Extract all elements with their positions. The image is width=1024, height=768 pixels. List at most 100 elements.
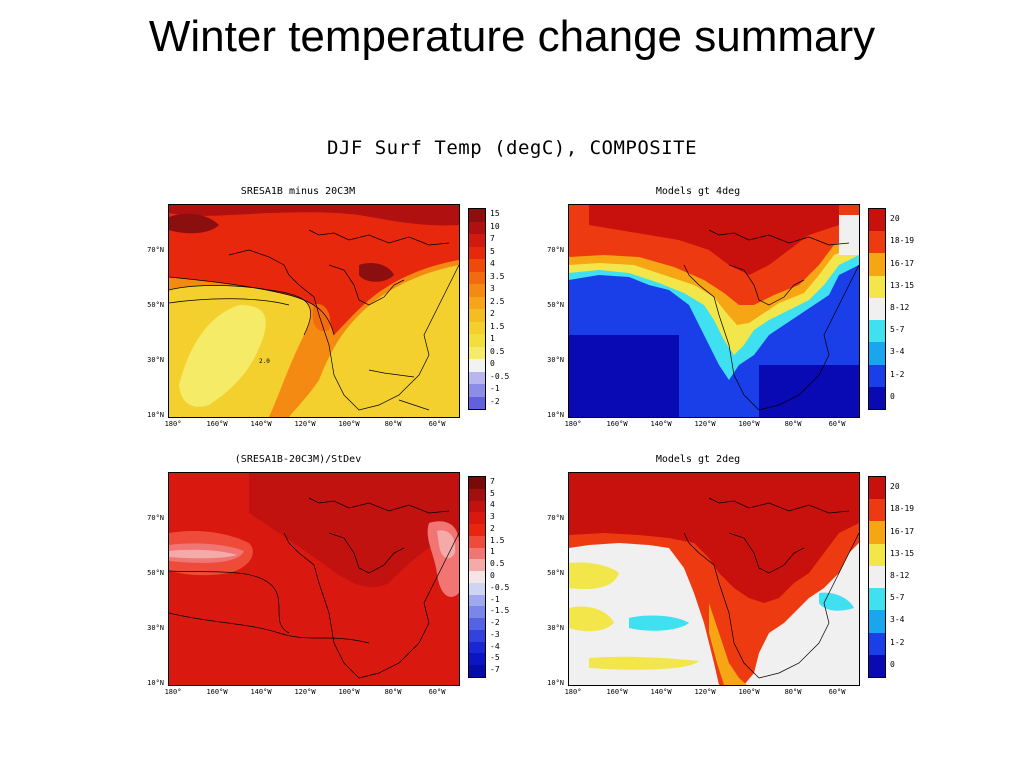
lat-label: 70°N <box>547 514 564 522</box>
colorbar-swatch <box>869 386 885 409</box>
colorbar-swatch <box>469 500 485 513</box>
model-count-map <box>568 204 860 418</box>
lon-label: 120°W <box>294 420 316 428</box>
colorbar-swatch <box>469 582 485 595</box>
panel-title: (SRESA1B-20C3M)/StDev <box>234 454 362 465</box>
colorbar-label: -1.5 <box>490 606 510 616</box>
colorbar-label: -3 <box>490 629 500 639</box>
lat-label: 10°N <box>547 679 564 687</box>
colorbar-swatch <box>469 618 485 630</box>
colorbar-swatch <box>869 231 885 254</box>
colorbar-swatch <box>469 309 485 322</box>
lat-label: 50°N <box>547 301 564 309</box>
lat-label: 30°N <box>547 356 564 364</box>
colorbar-swatch <box>869 477 885 500</box>
colorbar-swatch <box>469 271 485 284</box>
colorbar-label: 2 <box>490 309 495 319</box>
colorbar-swatch <box>869 364 885 387</box>
colorbar-label: 0 <box>890 659 895 669</box>
colorbar-label: 0 <box>890 391 895 401</box>
colorbar-label: 16-17 <box>890 258 915 268</box>
lon-label: 80°W <box>384 420 402 428</box>
colorbar-swatch <box>469 606 485 618</box>
panel-title: Models gt 4deg <box>655 186 741 197</box>
lat-label: 50°N <box>547 569 564 577</box>
colorbar-label: 16-17 <box>890 526 915 536</box>
lon-axis: 180° 160°W 140°W 120°W 100°W 80°W 60°W <box>158 688 468 698</box>
lon-label: 100°W <box>338 688 360 696</box>
stdev-map <box>168 472 460 686</box>
colorbar-swatch <box>469 641 485 654</box>
lat-label: 70°N <box>147 514 164 522</box>
colorbar-swatch <box>469 384 485 397</box>
colorbar-swatch <box>469 259 485 272</box>
colorbar-label: 1-2 <box>890 637 905 647</box>
lon-axis: 180° 160°W 140°W 120°W 100°W 80°W 60°W <box>158 420 468 430</box>
lon-label: 60°W <box>428 688 446 696</box>
colorbar-label: 10 <box>490 221 500 231</box>
lat-label: 10°N <box>547 411 564 419</box>
colorbar-label: 3 <box>490 284 495 294</box>
colorbar-label: -1 <box>490 384 500 394</box>
panel-sresa1b-stdev: (SRESA1B-20C3M)/StDev 70°N 50°N 30°N 10°… <box>128 454 528 704</box>
lon-label: 140°W <box>650 420 672 428</box>
lon-label: 120°W <box>294 688 316 696</box>
lon-label: 140°W <box>250 420 272 428</box>
colorbar-swatch <box>469 209 485 222</box>
lon-label: 180° <box>164 420 182 428</box>
lat-label: 30°N <box>147 356 164 364</box>
colorbar-swatch <box>469 653 485 665</box>
colorbar-swatch <box>869 521 885 544</box>
colorbar-swatch <box>469 629 485 642</box>
colorbar-label: 3 <box>490 512 495 522</box>
colorbar <box>868 208 886 410</box>
colorbar-label: -7 <box>490 665 500 675</box>
panel-title: Models gt 2deg <box>655 454 741 465</box>
colorbar-label: 13-15 <box>890 280 915 290</box>
colorbar <box>468 208 486 410</box>
colorbar-swatch <box>469 396 485 409</box>
colorbar-label: 8-12 <box>890 571 910 580</box>
colorbar-swatch <box>869 632 885 655</box>
lon-label: 180° <box>564 688 582 696</box>
colorbar-swatch <box>469 665 485 677</box>
colorbar-label: 7 <box>490 234 495 244</box>
lon-label: 180° <box>164 688 182 696</box>
colorbar-label: 0 <box>490 359 495 369</box>
lat-label: 10°N <box>147 679 164 687</box>
lon-label: 160°W <box>606 420 628 428</box>
colorbar-swatch <box>869 209 885 232</box>
lon-label: 80°W <box>784 420 802 428</box>
colorbar-label: 18-19 <box>890 236 915 246</box>
colorbar-label: -5 <box>490 653 500 663</box>
colorbar-label: 20 <box>890 214 900 224</box>
colorbar-label: 7 <box>490 476 495 486</box>
colorbar-swatch <box>869 320 885 343</box>
colorbar-swatch <box>869 654 885 677</box>
colorbar-label: 3.5 <box>490 271 505 281</box>
colorbar-label: 2 <box>490 523 495 533</box>
colorbar-label: -1 <box>490 594 500 604</box>
lon-label: 80°W <box>784 688 802 696</box>
colorbar-swatch <box>869 499 885 522</box>
colorbar-label: 0 <box>490 571 495 580</box>
colorbar-label: 3-4 <box>890 347 905 357</box>
colorbar-swatch <box>469 371 485 384</box>
colorbar-swatch <box>469 221 485 234</box>
lon-label: 160°W <box>606 688 628 696</box>
colorbar-swatch <box>869 275 885 298</box>
colorbar-label: 1-2 <box>890 369 905 379</box>
panel-title: SRESA1B minus 20C3M <box>240 186 356 197</box>
colorbar <box>468 476 486 678</box>
figure-title: DJF Surf Temp (degC), COMPOSITE <box>326 137 698 159</box>
colorbar-label: -4 <box>490 641 500 651</box>
colorbar-label: 18-19 <box>890 504 915 514</box>
panel-models-gt-2deg: Models gt 2deg 70°N 50°N 30°N 10°N 180° … <box>528 454 928 704</box>
colorbar-swatch <box>469 321 485 334</box>
colorbar-label: 4 <box>490 259 495 269</box>
colorbar-swatch <box>469 296 485 309</box>
colorbar-swatch <box>869 297 885 321</box>
temperature-change-map: 2.0 <box>168 204 460 418</box>
panel-models-gt-4deg: Models gt 4deg 70°N 50°N 30°N 10°N 180° … <box>528 186 928 436</box>
colorbar-label: 0.5 <box>490 559 505 569</box>
